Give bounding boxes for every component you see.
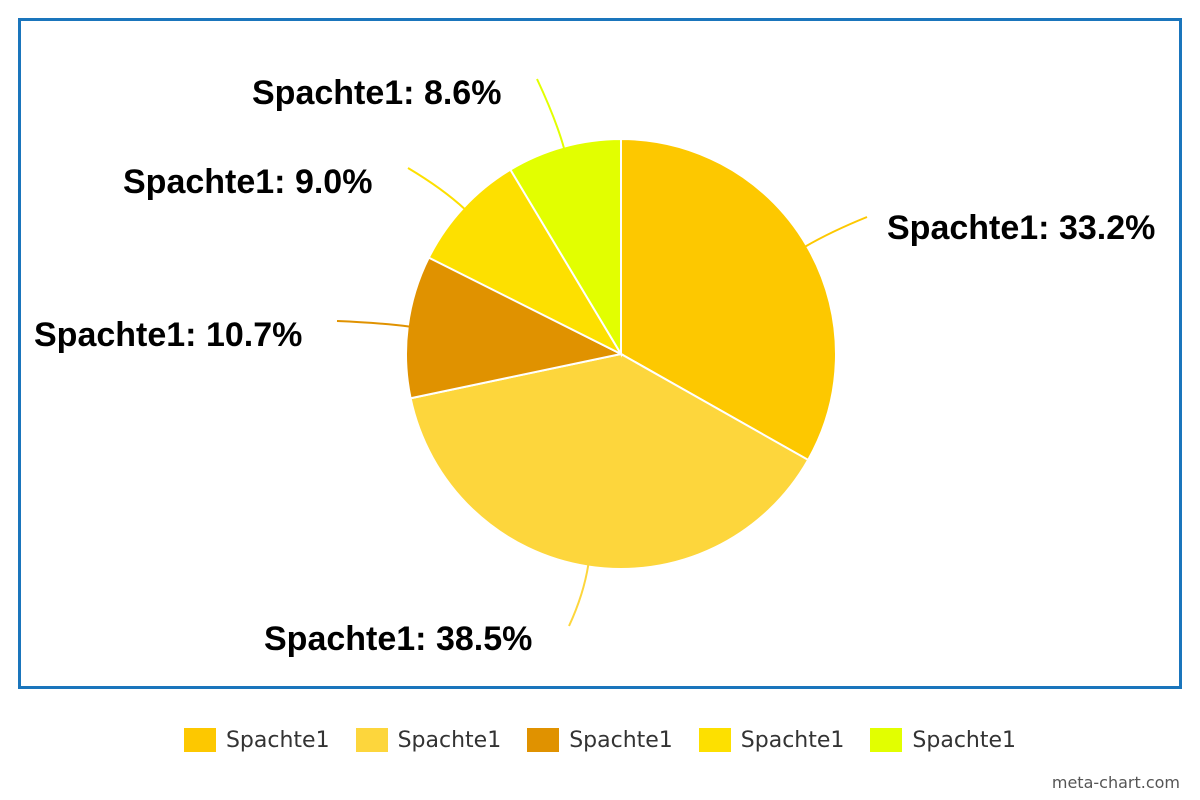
legend-swatch	[698, 728, 731, 752]
pie-chart: Spachte1: 33.2% Spachte1: 38.5% Spachte1: …	[34, 74, 1155, 658]
slice-labels: Spachte1: 33.2% Spachte1: 38.5% Spachte1: …	[34, 74, 1155, 658]
legend-item-3[interactable]: Spachte1	[527, 728, 673, 753]
credit-text: meta-chart.com	[1051, 773, 1180, 792]
slice-label-3: Spachte1: 10.7%	[34, 316, 302, 354]
legend-item-5[interactable]: Spachte1	[870, 728, 1016, 753]
legend-item-2[interactable]: Spachte1	[355, 727, 502, 753]
legend-swatch	[870, 728, 903, 752]
chart-frame: Spachte1: 33.2% Spachte1: 38.5% Spachte1: …	[18, 18, 1182, 689]
legend-item-4[interactable]: Spachte1	[698, 727, 845, 753]
legend-item-1[interactable]: Spachte1	[183, 727, 330, 753]
slice-label-1: Spachte1: 33.2%	[887, 209, 1155, 247]
slice-label-5: Spachte1: 8.6%	[252, 74, 501, 112]
slice-label-4: Spachte1: 9.0%	[123, 163, 372, 201]
legend-swatch	[355, 728, 388, 752]
leader-line-1	[804, 216, 868, 248]
legend-label: Spachte1	[397, 727, 502, 753]
legend-label: Spachte1	[225, 727, 330, 753]
legend-label: Spachte1	[740, 727, 845, 753]
slice-label-2: Spachte1: 38.5%	[264, 620, 532, 658]
leader-lines	[336, 78, 868, 627]
leader-line-4	[407, 167, 466, 210]
leader-line-2	[568, 564, 590, 627]
leader-line-5	[536, 78, 566, 149]
legend-label: Spachte1	[569, 727, 673, 753]
legend-label: Spachte1	[912, 727, 1017, 753]
legend-swatch	[183, 728, 216, 752]
leader-line-3	[336, 320, 410, 328]
pie-slices	[405, 137, 837, 570]
legend: Spachte1 Spachte1 Spachte1 Spachte1 Spachte1	[0, 722, 1200, 758]
legend-swatch	[527, 728, 560, 752]
